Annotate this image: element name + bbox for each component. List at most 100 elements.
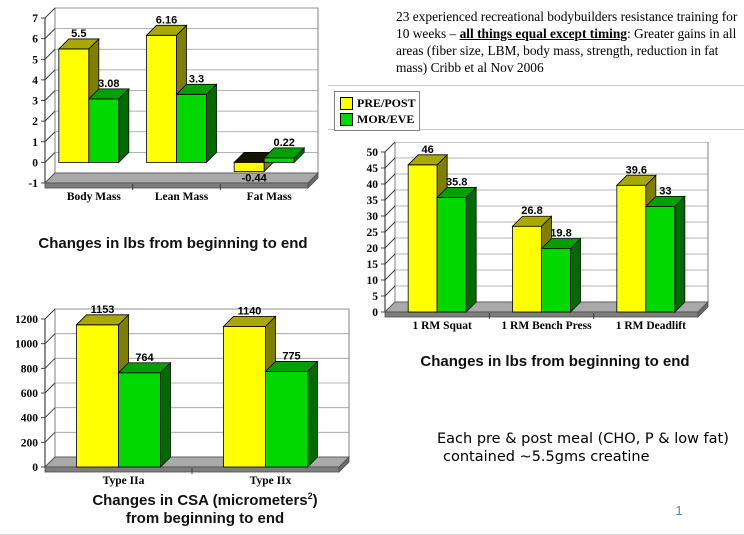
value-label: 19.8 [550, 228, 571, 240]
value-label: 6.16 [156, 14, 177, 26]
bar-top [175, 83, 218, 95]
y-tick-label: 0 [32, 157, 38, 169]
category-label: Type IIx [250, 475, 292, 487]
category-label: Body Mass [67, 191, 122, 203]
chart-legend: PRE/POST MOR/EVE [334, 91, 420, 131]
category-label: 1 RM Squat [412, 320, 472, 332]
bar-top [511, 215, 553, 227]
y-tick-label: 5 [372, 291, 378, 303]
y-tick-label: 45 [367, 163, 379, 175]
bar-mor-eve: 3.08 [87, 78, 130, 164]
bar-top [145, 24, 188, 36]
legend-label: MOR/EVE [357, 111, 415, 126]
bar-front [176, 93, 207, 163]
y-tick-label: 6 [32, 34, 38, 46]
y-tick-depth-line [44, 358, 56, 369]
category-label: Fat Mass [247, 191, 293, 203]
y-tick-depth-line [44, 407, 56, 418]
y-tick-label: 35 [367, 195, 379, 207]
category-label: Lean Mass [155, 191, 209, 203]
value-label: 33 [659, 185, 671, 197]
y-tick-depth-line [384, 221, 396, 233]
y-tick-depth-line [384, 269, 396, 281]
caption-csa-line2: from beginning to end [125, 510, 285, 527]
bar-top [615, 174, 657, 186]
bar-front [512, 225, 542, 313]
value-label: 3.08 [98, 78, 119, 90]
bar-top [75, 314, 130, 326]
chart-floor-front [384, 311, 699, 318]
caption-csa: Changes in CSA (micrometers2) from begin… [30, 487, 380, 528]
legend-item-pre-post: PRE/POST [340, 95, 416, 111]
value-label: 0.22 [273, 137, 294, 149]
bar-mor-eve: 19.8 [540, 228, 582, 313]
bar-mor-eve: 35.8 [436, 176, 478, 313]
y-tick-depth-line [44, 48, 56, 60]
y-tick-label: 400 [21, 413, 39, 425]
y-tick-depth-line [44, 7, 56, 19]
bar-top [436, 187, 478, 198]
caption-csa-line1: Changes in CSA (micrometers [92, 492, 308, 509]
y-tick-depth-line [44, 90, 56, 101]
bar-mor-eve: 0.22 [263, 137, 306, 164]
chart-body-composition: -1 0 1 2 3 4 5 6 7 5.5 3.08 Body Mass 6.16 3.3 Lean Ma… [28, 7, 319, 203]
y-tick-label: 1000 [15, 339, 38, 351]
y-tick-label: -1 [28, 178, 38, 190]
value-label: 3.3 [189, 73, 204, 85]
legend-frame-bottom-line [328, 129, 744, 130]
bar-front [233, 161, 265, 172]
bar-front [88, 98, 120, 163]
bar-side [570, 237, 581, 313]
y-tick-label: 10 [367, 275, 379, 287]
legend-label: PRE/POST [357, 95, 416, 110]
bar-side [118, 87, 130, 164]
chart-floor-top [44, 172, 319, 184]
bar-front [263, 157, 295, 163]
bar-top [87, 88, 130, 100]
y-tick-depth-line [384, 285, 396, 297]
caption-strength: Changes in lbs from beginning to end [420, 353, 690, 370]
chart-floor-side [338, 456, 350, 473]
value-label: 764 [135, 352, 154, 364]
caption-csa-sup: 2 [307, 491, 313, 501]
study-note-before: 23 experienced recreational bodybuilders… [396, 9, 738, 41]
value-label: 1153 [91, 304, 115, 316]
y-tick-label: 800 [21, 363, 39, 375]
y-tick-label: 0 [32, 462, 38, 474]
y-tick-label: 50 [367, 147, 379, 159]
bar-pre-post: 5.5 [57, 28, 100, 164]
y-tick-depth-line [44, 28, 56, 39]
bar-side [674, 195, 686, 313]
bar-front [146, 34, 177, 163]
bar-top [57, 38, 100, 50]
value-label: 775 [282, 350, 300, 362]
bar-top [222, 315, 277, 327]
value-label: 46 [422, 144, 434, 156]
study-note-text: 23 experienced recreational bodybuilders… [396, 8, 744, 76]
y-tick-depth-line [44, 333, 56, 344]
bar-side [465, 186, 477, 313]
caption-body-composition: Changes in lbs from beginning to end [38, 235, 308, 252]
value-label: 1140 [238, 305, 262, 317]
bar-front [265, 371, 308, 468]
bar-side [160, 361, 171, 468]
bar-front [76, 324, 119, 468]
study-note-after: : Greater gains in all areas (fiber size… [396, 26, 737, 75]
y-tick-label: 15 [367, 259, 379, 271]
creatine-note-line2: contained ~5.5gms creatine [443, 449, 650, 465]
bar-mor-eve: 775 [264, 350, 319, 468]
bar-front [223, 325, 266, 468]
y-tick-depth-line [44, 152, 56, 163]
bar-front [118, 372, 161, 468]
y-tick-depth-line [44, 110, 56, 122]
y-tick-depth-line [384, 157, 396, 169]
bar-front [645, 206, 676, 313]
legend-frame-top-line [328, 85, 744, 86]
y-tick-label: 1200 [15, 314, 38, 326]
bar-side [307, 360, 318, 468]
y-tick-depth-line [384, 237, 396, 249]
chart-strength: 0 5 10 15 20 25 30 35 40 45 50 46 35.8 1 RM Squat 26.8… [367, 142, 709, 332]
bar-top [644, 196, 686, 207]
bar-front [541, 248, 571, 313]
